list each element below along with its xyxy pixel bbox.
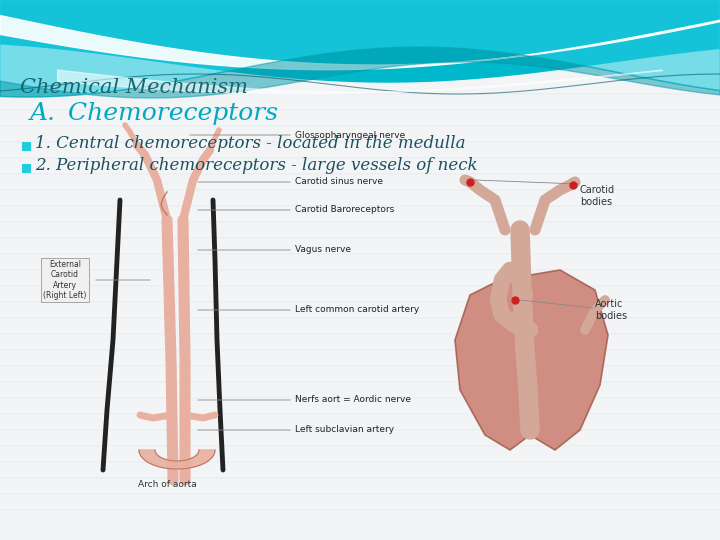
Polygon shape bbox=[0, 16, 720, 70]
Text: Left subclavian artery: Left subclavian artery bbox=[295, 426, 394, 435]
Text: Chemoreceptors: Chemoreceptors bbox=[52, 102, 278, 125]
FancyBboxPatch shape bbox=[22, 164, 31, 173]
Text: Carotid Baroreceptors: Carotid Baroreceptors bbox=[295, 206, 395, 214]
Text: Glossopharyngeal nerve: Glossopharyngeal nerve bbox=[295, 131, 405, 139]
Text: Left common carotid artery: Left common carotid artery bbox=[295, 306, 419, 314]
Text: Nerfs aort = Aordic nerve: Nerfs aort = Aordic nerve bbox=[295, 395, 411, 404]
Polygon shape bbox=[139, 450, 215, 469]
Text: A.: A. bbox=[30, 102, 56, 125]
Text: Vagus nerve: Vagus nerve bbox=[295, 246, 351, 254]
Text: Arch of aorta: Arch of aorta bbox=[138, 480, 197, 489]
Text: External
Carotid
Artery
(Right Left): External Carotid Artery (Right Left) bbox=[43, 260, 86, 300]
Polygon shape bbox=[58, 70, 662, 94]
Text: Carotid
bodies: Carotid bodies bbox=[580, 185, 615, 207]
Text: Chemical Mechanism: Chemical Mechanism bbox=[20, 78, 248, 97]
Text: Carotid sinus nerve: Carotid sinus nerve bbox=[295, 178, 383, 186]
Polygon shape bbox=[455, 270, 608, 450]
Text: Aortic
bodies: Aortic bodies bbox=[595, 299, 627, 321]
Text: 1. Central chemoreceptors - located in the medulla: 1. Central chemoreceptors - located in t… bbox=[35, 136, 466, 152]
FancyBboxPatch shape bbox=[22, 142, 31, 151]
Text: 2. Peripheral chemoreceptors - large vessels of neck: 2. Peripheral chemoreceptors - large ves… bbox=[35, 158, 477, 174]
